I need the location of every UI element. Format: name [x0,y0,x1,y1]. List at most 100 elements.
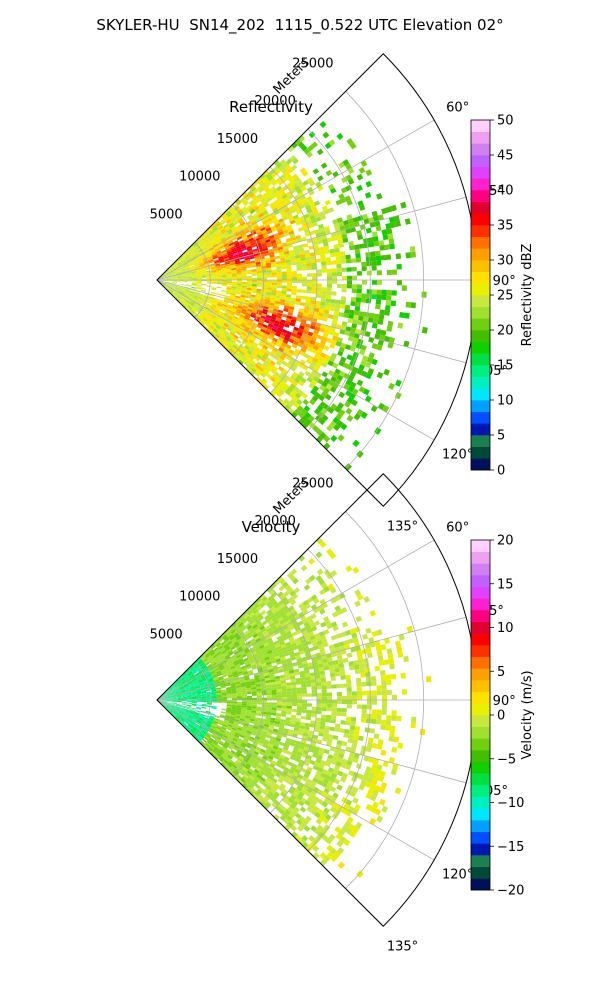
data-cell [232,283,237,285]
data-cell [317,704,322,708]
data-cell [282,274,287,277]
data-cell [326,685,331,689]
data-cell [345,408,352,415]
data-cell [374,314,380,320]
data-cell [311,686,316,690]
data-cell [326,261,331,265]
colorbar-segment [471,178,490,190]
data-cell [222,695,227,697]
data-cell [357,380,364,387]
data-cell [201,288,206,290]
data-cell [337,268,342,272]
data-cell [252,706,257,709]
azimuth-tick-label: 120° [442,448,473,463]
data-cell [221,290,226,292]
data-cell [292,688,297,691]
data-cell [310,252,316,256]
data-cell [232,697,237,699]
data-cell [356,297,361,302]
data-cell [372,280,377,285]
data-cell [312,280,317,284]
radial-tick-label: 5000 [150,207,183,222]
data-cell [352,276,357,280]
data-cell [359,244,365,249]
data-cell [287,709,292,712]
data-cell [322,707,327,711]
data-cell [338,312,344,317]
data-cell [323,443,330,450]
data-cell [326,299,332,303]
data-cell [376,299,381,304]
colorbar-segment [471,283,490,295]
data-cell [341,296,346,301]
data-cell [311,683,316,687]
data-cell [355,306,361,311]
data-cell [371,256,377,261]
data-cell [326,719,332,723]
data-cell [215,293,220,295]
colorbar-segment [471,330,490,342]
data-cell [312,277,317,281]
data-cell [217,281,222,283]
data-cell [321,718,326,722]
data-cell [301,296,306,300]
data-cell [326,715,331,719]
data-cell [340,255,346,260]
colorbar-tick-label: 30 [497,254,514,269]
data-cell [282,694,287,697]
data-cell [310,720,315,724]
data-cell [316,679,321,683]
data-cell [297,694,302,697]
data-cell [307,280,312,283]
data-cell [321,678,326,682]
data-cell [262,705,267,708]
data-cell [247,704,252,706]
data-cell [295,678,300,682]
data-cell [351,297,356,302]
data-cell [406,302,412,308]
data-cell [381,255,386,260]
data-cell [369,313,375,319]
data-cell [252,284,257,286]
data-cell [350,301,356,306]
data-cell [306,290,311,294]
colorbar-segment [471,143,490,155]
data-cell [292,277,297,280]
colorbar-tick-label: 25 [497,289,514,304]
data-cell [361,160,368,167]
data-cell [232,282,237,284]
data-cell [330,435,337,442]
data-cell [332,280,337,284]
data-cell [237,696,242,698]
data-cell [336,300,341,305]
data-cell [252,704,257,706]
data-cell [267,695,272,698]
data-cell [391,301,397,307]
data-cell [287,700,292,703]
data-cell [319,247,325,252]
data-cell [257,702,262,704]
data-cell [287,283,292,286]
data-cell [197,284,202,286]
data-cell [296,712,301,716]
data-cell [343,313,349,318]
data-cell [365,395,372,402]
data-cell [287,289,292,292]
data-cell [342,288,347,292]
data-cell [317,149,324,156]
data-cell [262,275,267,278]
data-cell [411,252,417,258]
data-cell [301,684,306,688]
colorbar-tick-label: 20 [497,324,514,339]
data-cell [371,261,376,266]
data-cell [287,703,292,706]
data-cell [329,249,335,254]
data-cell [306,260,311,264]
data-cell [310,672,316,676]
data-cell [212,277,217,278]
data-cell [406,252,412,258]
data-cell [342,284,347,288]
data-cell [301,290,306,294]
data-cell [227,283,232,285]
data-cell [392,290,397,295]
